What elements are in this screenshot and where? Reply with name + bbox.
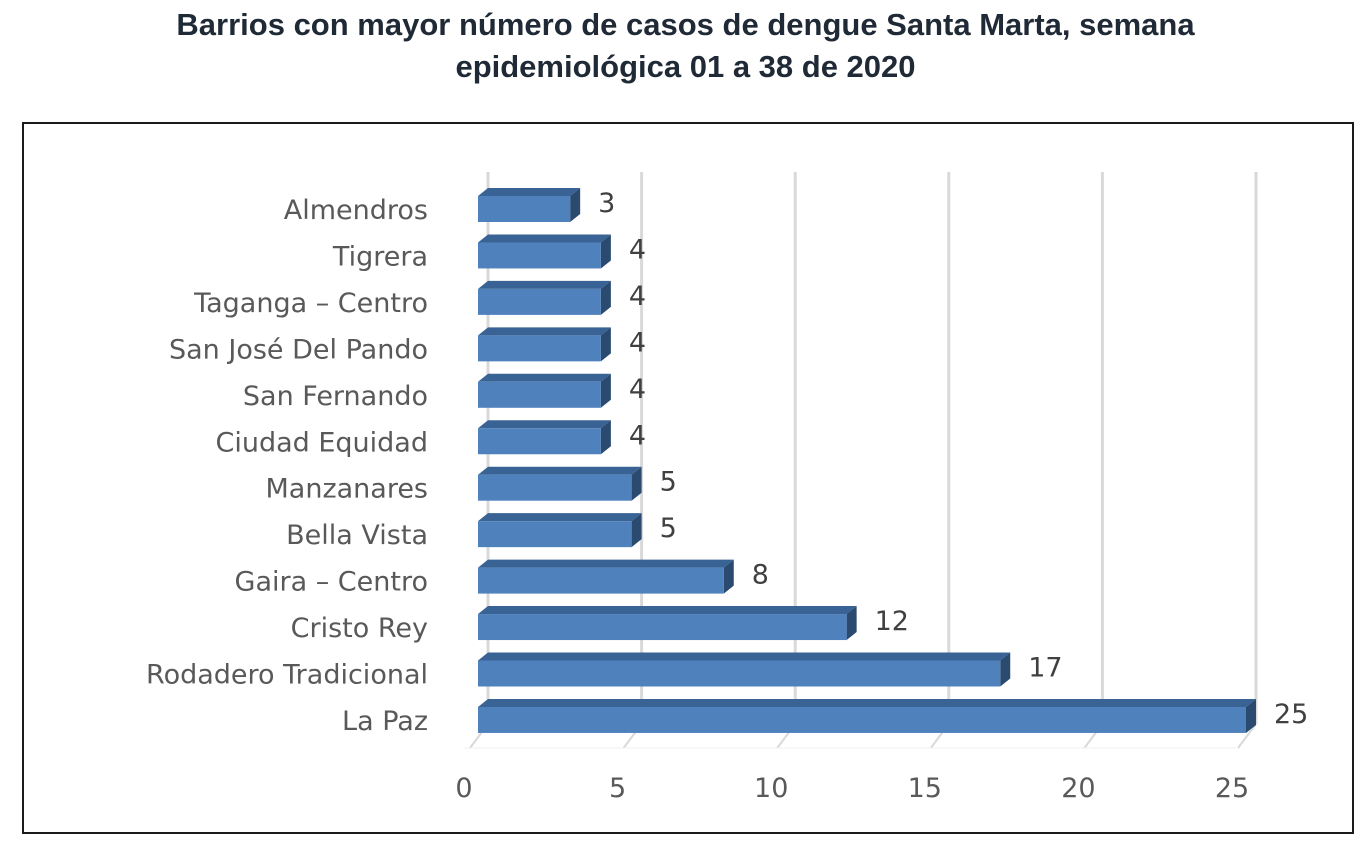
category-label: Cristo Rey (291, 613, 428, 644)
x-tick-label: 15 (908, 773, 942, 804)
bar-layer (478, 188, 1256, 733)
bar-side-face (600, 373, 611, 408)
x-tick-label: 0 (455, 773, 472, 804)
bar-top-face (478, 652, 1011, 661)
bar-front-face (478, 614, 847, 641)
category-label: La Paz (342, 706, 428, 737)
bar-side-face (1246, 698, 1256, 733)
bar-front-face (478, 660, 1001, 687)
bar-front-face (478, 242, 601, 269)
bar-side-face (600, 327, 611, 362)
bar-side-face (600, 280, 611, 315)
bar (478, 652, 1011, 687)
bar (478, 234, 611, 269)
category-label: Rodadero Tradicional (146, 660, 428, 691)
bar (478, 327, 611, 362)
bar-front-face (478, 567, 724, 594)
chart-title-line1: Barrios con mayor número de casos de den… (176, 7, 1195, 42)
bar-side-face (631, 466, 642, 501)
bar-front-face (478, 706, 1246, 733)
data-label: 12 (875, 606, 909, 637)
bar (478, 559, 734, 594)
bar-side-face (723, 559, 734, 594)
bar-front-face (478, 381, 601, 408)
category-label: Ciudad Equidad (215, 427, 428, 458)
chart-title-line2: epidemiológica 01 a 38 de 2020 (455, 49, 916, 84)
category-label: San José Del Pando (169, 334, 428, 365)
category-label: Tigrera (332, 241, 428, 272)
bar-side-face (600, 420, 611, 455)
label-layer: 0 5 10 15 20 25 Almendros 3 Tigrera 4 Taganga – Ce… (146, 188, 1308, 804)
data-label: 8 (752, 560, 769, 591)
data-label: 4 (629, 234, 646, 265)
bar-side-face (631, 513, 642, 548)
x-tick-label: 10 (754, 773, 788, 804)
x-tick-label: 20 (1061, 773, 1095, 804)
bar (478, 280, 611, 315)
bar-front-face (478, 521, 632, 548)
x-tick-label: 5 (609, 773, 626, 804)
bar-side-face (600, 234, 611, 269)
data-label: 3 (598, 188, 615, 219)
bar-top-face (478, 234, 611, 243)
bar-side-face (570, 188, 581, 222)
category-label: San Fernando (243, 381, 428, 412)
bar-top-face (478, 420, 611, 429)
bar-top-face (478, 513, 642, 522)
bar-top-face (478, 559, 734, 568)
bar (478, 188, 581, 222)
data-label: 4 (629, 281, 646, 312)
data-label: 4 (629, 374, 646, 405)
category-label: Manzanares (265, 474, 428, 505)
data-label: 25 (1274, 699, 1308, 730)
category-label: Bella Vista (286, 520, 428, 551)
bar-side-face (1000, 652, 1011, 687)
bar-front-face (478, 428, 601, 455)
bar (478, 373, 611, 408)
bar-top-face (478, 280, 611, 289)
bar (478, 513, 642, 548)
bar-top-face (478, 466, 642, 475)
chart-title: Barrios con mayor número de casos de den… (0, 4, 1371, 88)
bar-top-face (478, 373, 611, 382)
bar-front-face (478, 196, 571, 222)
category-label: Almendros (284, 195, 428, 226)
bar (478, 606, 857, 641)
bar-top-face (478, 327, 611, 336)
bar-front-face (478, 474, 632, 501)
data-label: 5 (660, 467, 677, 498)
bar (478, 698, 1256, 733)
data-label: 17 (1028, 653, 1062, 684)
bar-side-face (846, 606, 857, 641)
category-label: Gaira – Centro (235, 567, 428, 598)
data-label: 5 (660, 513, 677, 544)
bar (478, 466, 642, 501)
x-tick-label: 25 (1215, 773, 1249, 804)
floor-tick (1237, 723, 1257, 749)
bar-top-face (478, 698, 1256, 707)
bar-top-face (478, 606, 857, 615)
bar-front-face (478, 288, 601, 315)
category-label: Taganga – Centro (193, 288, 428, 319)
bar (478, 420, 611, 455)
bar-front-face (478, 335, 601, 362)
data-label: 4 (629, 327, 646, 358)
data-label: 4 (629, 420, 646, 451)
bar-top-face (478, 188, 581, 196)
